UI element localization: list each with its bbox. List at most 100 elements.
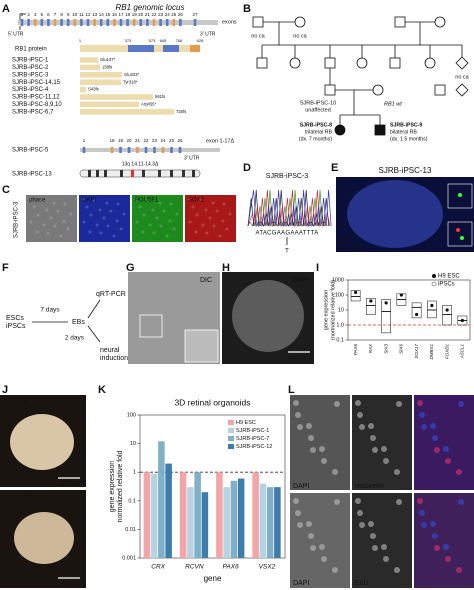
exon-number: 11 [79, 12, 84, 17]
sequence: ATACGAAGAAATTTA [255, 231, 318, 237]
texture [155, 216, 159, 220]
exon-block [47, 19, 50, 26]
texture [119, 227, 123, 231]
panel-letter: D [243, 162, 251, 174]
cell [310, 545, 316, 551]
texture [204, 208, 208, 212]
chromosome-band [142, 170, 145, 177]
exon-block [40, 19, 44, 26]
texture [168, 219, 172, 223]
flow-label: EBs [72, 319, 85, 326]
h9-point [384, 301, 388, 305]
panel-letter: E [331, 162, 338, 174]
truncated-protein [80, 86, 86, 93]
chromosome-band [120, 170, 123, 177]
pedigree-label: SJRB-iPSC-9 [390, 122, 422, 128]
exon-number: 27 [192, 12, 198, 17]
bar [143, 472, 151, 558]
pedigree-label: (dx. 1.5 months) [390, 136, 428, 142]
texture [32, 205, 36, 209]
exon-block [119, 19, 123, 26]
box [365, 298, 376, 315]
texture [212, 224, 216, 228]
legend-label: SJRB-iPSC-1 [236, 428, 269, 434]
pedigree-male [256, 57, 268, 69]
texture [218, 234, 222, 238]
channel-label: DAPI [82, 198, 96, 204]
texture [35, 230, 39, 234]
texture [49, 216, 53, 220]
exon-number: 14 [99, 12, 105, 17]
texture [172, 227, 176, 231]
micrograph [79, 195, 130, 242]
exon-number: 5 [41, 12, 44, 17]
h9-point [460, 318, 464, 323]
panel-title: SJRB-iPSC-13 [379, 166, 432, 175]
exon-number: 15 [105, 12, 111, 17]
pedigree-male [324, 57, 336, 69]
pedigree-female [356, 57, 368, 69]
exon-number: 23 [158, 12, 164, 17]
cell [370, 435, 376, 441]
protein-position: 1 [79, 38, 82, 43]
texture [105, 201, 109, 205]
arrow [87, 299, 101, 319]
clone-name: SJRB-iPSC-14,15 [12, 80, 61, 86]
truncated-protein [80, 57, 98, 63]
bar [179, 472, 187, 558]
clone-name: SJRB-iPSC-11,12 [12, 95, 60, 101]
flow-label: qRT-PCR [96, 291, 126, 298]
panel-title: RB1 genomic locus [116, 3, 185, 12]
x-tick-label: SIX3 [383, 344, 388, 354]
exon-number: 7 [54, 12, 57, 17]
micrograph [290, 493, 350, 588]
exon-block [82, 147, 86, 153]
bar [274, 487, 281, 558]
exon-number: 25 [169, 138, 175, 143]
pedigree-label: SJRB-iPSC-10 [300, 100, 336, 106]
image-label: SJRB-iPSC-15 [4, 495, 47, 502]
x-tick-label: FOXD1 [444, 344, 449, 360]
x-tick-label: PAX6 [353, 344, 358, 356]
cell [421, 424, 427, 430]
box [381, 299, 391, 334]
legend-marker [431, 281, 437, 287]
chromosome-band [182, 170, 185, 177]
clone-name: SJRB-iPSC-4 [12, 87, 49, 93]
exon-block [153, 147, 156, 153]
cell [432, 435, 438, 441]
micrograph [185, 195, 236, 242]
panel-letter: L [288, 384, 295, 396]
exon-number: 16 [112, 12, 118, 17]
box [411, 302, 422, 319]
exon-number: 17 [118, 12, 124, 17]
probe-label: chr 13 [340, 246, 357, 252]
bar [187, 487, 194, 558]
truncated-protein [80, 64, 100, 71]
texture [228, 212, 232, 216]
pedigree-male [324, 84, 336, 96]
cell [394, 469, 400, 475]
exon-number: 22 [151, 12, 157, 17]
texture [195, 213, 199, 217]
y-tick-label: 0.001 [122, 555, 136, 561]
cell [370, 533, 376, 539]
y-tick-label: 100 [127, 412, 136, 418]
protein-label: RB1 protein [15, 47, 47, 53]
x-tick-label: RAX [368, 343, 373, 353]
exon-block [119, 147, 122, 153]
exon-block [53, 19, 57, 26]
texture [201, 223, 205, 227]
texture [187, 197, 191, 201]
deletion-label: exon 1-17Δ [206, 138, 234, 144]
probe-signal [460, 236, 464, 240]
pedigree-male [394, 16, 406, 28]
pedigree-female [372, 84, 384, 96]
texture [98, 208, 102, 212]
x-tick-label: VSX2 [259, 564, 276, 571]
texture [194, 230, 198, 234]
texture [46, 231, 50, 235]
texture [88, 230, 92, 234]
texture [102, 216, 106, 220]
flow-label: ESCs [6, 315, 24, 322]
